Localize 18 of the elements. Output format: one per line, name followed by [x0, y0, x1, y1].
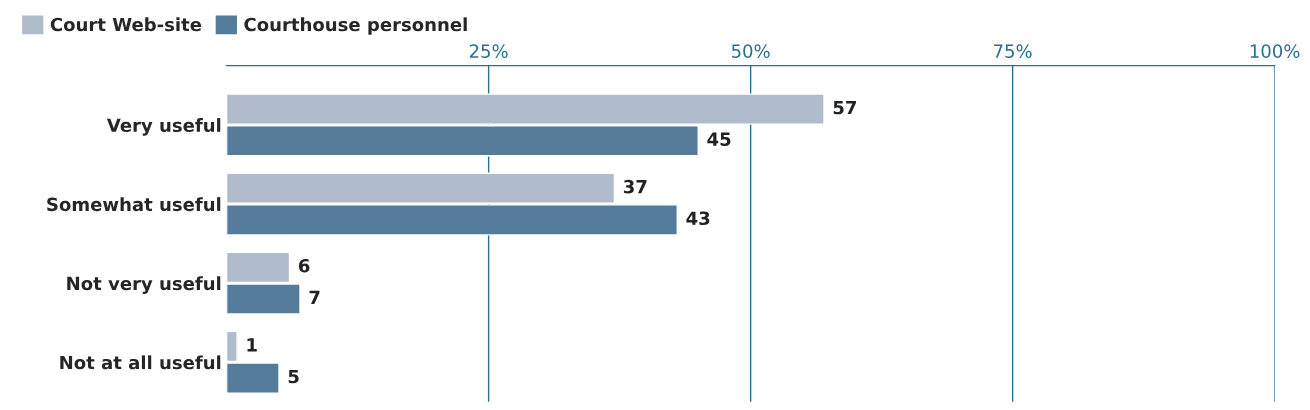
data-label: 57: [833, 100, 857, 115]
y-tick-label: Very useful: [106, 118, 221, 136]
data-label: 37: [623, 179, 647, 194]
data-label: 6: [298, 258, 310, 273]
data-label: 5: [288, 369, 299, 384]
data-label: 45: [707, 132, 731, 146]
y-tick-label: Not very useful: [67, 276, 221, 294]
x-tick-label: 100%: [1250, 44, 1300, 58]
y-tick-label: Somewhat useful: [47, 197, 221, 212]
x-tick-label: 25%: [469, 44, 508, 58]
y-tick-label: Not at all useful: [60, 355, 221, 370]
x-tick-label: 50%: [731, 44, 770, 58]
data-label: 7: [309, 290, 320, 304]
legend-label: Court Web-site: [50, 17, 202, 32]
data-label: 43: [686, 211, 710, 226]
data-label: 1: [247, 338, 257, 352]
x-tick-label: 75%: [994, 44, 1032, 58]
legend-label: Courthouse personnel: [244, 17, 467, 35]
